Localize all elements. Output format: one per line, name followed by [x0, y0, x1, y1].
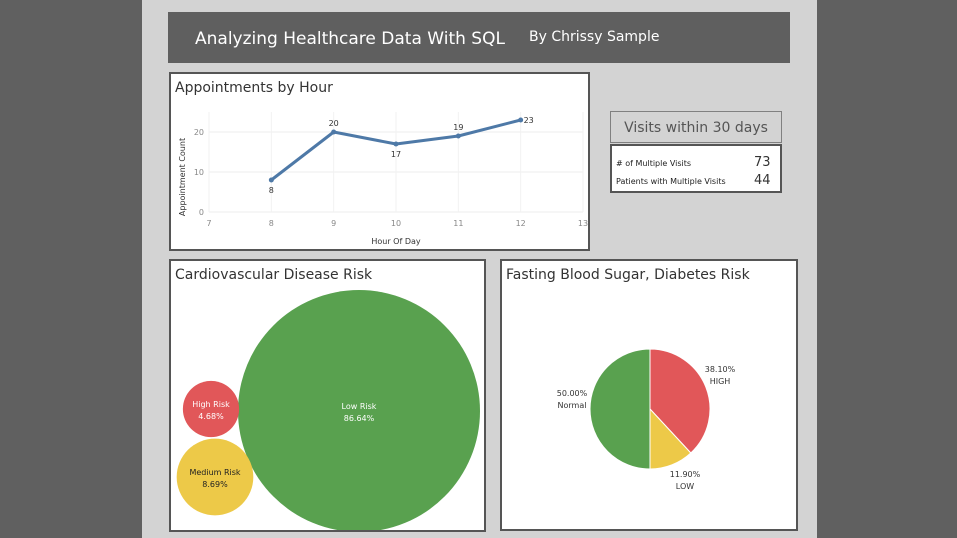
kpi-label: # of Multiple Visits [616, 159, 692, 168]
data-point [393, 141, 399, 147]
cardio-chart-title: Cardiovascular Disease Risk [175, 267, 373, 283]
x-tick-label: 7 [206, 219, 211, 228]
data-label: 8 [269, 186, 274, 195]
kpi-label: Patients with Multiple Visits [616, 177, 726, 186]
dashboard-title: Analyzing Healthcare Data With SQL [195, 29, 505, 49]
kpi-title: Visits within 30 days [610, 111, 782, 143]
data-label: 17 [391, 150, 401, 159]
pie-category-label: Normal [558, 401, 587, 410]
data-label: 20 [329, 119, 339, 128]
data-point [518, 117, 524, 123]
kpi-value: 44 [754, 173, 771, 188]
bubble-category-label: High Risk [192, 400, 230, 409]
appointments-line-chart[interactable]: 0 10 20 7 8 9 10 11 12 13 Hour Of Day Appointment C… [171, 74, 588, 249]
appointments-chart-title: Appointments by Hour [175, 80, 333, 96]
appointments-panel[interactable]: Appointments by Hour 0 10 20 7 8 9 10 11 12 13 Hou… [169, 72, 590, 251]
pie-value-label: 50.00% [557, 389, 588, 398]
pie-value-label: 11.90% [670, 470, 701, 479]
bubble-category-label: Medium Risk [189, 468, 240, 477]
bubble-category-label: Low Risk [342, 402, 377, 411]
y-tick-label: 10 [194, 168, 204, 177]
x-tick-label: 13 [578, 219, 588, 228]
x-tick-label: 12 [516, 219, 526, 228]
diabetes-panel[interactable]: Fasting Blood Sugar, Diabetes Risk 38.10… [500, 259, 798, 531]
kpi-table: # of Multiple Visits 73 Patients with Mu… [610, 144, 782, 193]
data-point [455, 133, 461, 139]
bubble-value-label: 86.64% [344, 414, 375, 423]
x-tick-label: 11 [453, 219, 463, 228]
data-label: 19 [453, 123, 463, 132]
bubble-1 [182, 380, 240, 438]
x-axis-label: Hour Of Day [371, 237, 421, 246]
x-tick-label: 10 [391, 219, 401, 228]
bubble-value-label: 4.68% [198, 412, 224, 421]
pie-category-label: HIGH [710, 377, 731, 386]
dashboard-header: Analyzing Healthcare Data With SQL By Ch… [168, 12, 790, 63]
bubble-0 [238, 290, 480, 530]
author-byline: By Chrissy Sample [529, 29, 660, 45]
kpi-row-multiple-visits: # of Multiple Visits 73 [616, 155, 778, 173]
pie-slice-0 [649, 348, 711, 454]
y-tick-label: 20 [194, 128, 204, 137]
diabetes-chart-title: Fasting Blood Sugar, Diabetes Risk [506, 267, 750, 283]
y-tick-label: 0 [199, 208, 204, 217]
x-tick-label: 8 [269, 219, 274, 228]
data-point [268, 177, 274, 183]
diabetes-pie-chart[interactable]: 38.10% HIGH 11.90% LOW 50.00% Normal [502, 261, 796, 529]
pie-slice-2 [589, 348, 651, 470]
bubble-2 [176, 438, 254, 516]
cardio-panel[interactable]: Cardiovascular Disease Risk Low Risk 86.6… [169, 259, 486, 532]
kpi-row-patients: Patients with Multiple Visits 44 [616, 173, 778, 191]
kpi-value: 73 [754, 155, 771, 170]
bubble-value-label: 8.69% [202, 480, 228, 489]
cardio-bubble-chart[interactable]: Low Risk 86.64% High Risk 4.68% Medium Risk 8… [171, 261, 484, 530]
data-label: 23 [524, 116, 534, 125]
data-point [331, 129, 337, 135]
pie-value-label: 38.10% [705, 365, 736, 374]
x-tick-label: 9 [331, 219, 336, 228]
pie-category-label: LOW [676, 482, 694, 491]
y-axis-label: Appointment Count [178, 138, 187, 216]
